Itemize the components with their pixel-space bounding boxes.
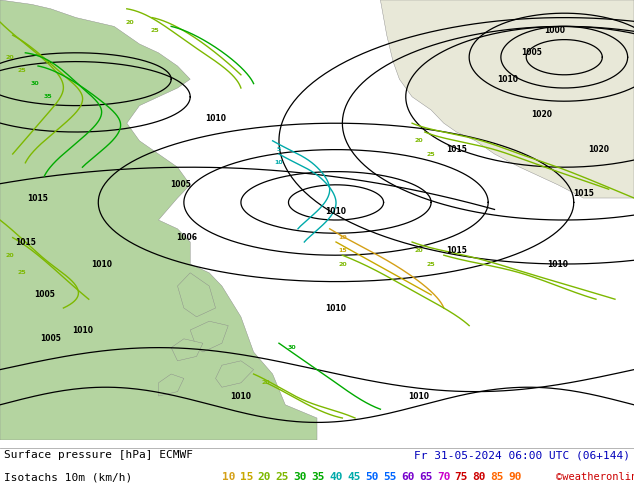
Polygon shape <box>178 273 216 317</box>
Text: 1010: 1010 <box>547 260 569 269</box>
Text: 40: 40 <box>330 472 343 482</box>
Text: 1015: 1015 <box>446 145 467 154</box>
Text: 1010: 1010 <box>496 74 518 84</box>
Text: 75: 75 <box>455 472 468 482</box>
Text: 20: 20 <box>414 248 423 253</box>
Text: 25: 25 <box>18 270 27 275</box>
Text: 25: 25 <box>18 68 27 73</box>
Text: 1006: 1006 <box>176 233 198 242</box>
Text: 1005: 1005 <box>521 49 541 57</box>
Text: 10: 10 <box>222 472 235 482</box>
Text: 1000: 1000 <box>544 26 566 35</box>
Text: Surface pressure [hPa] ECMWF: Surface pressure [hPa] ECMWF <box>4 450 193 460</box>
Text: 1010: 1010 <box>230 392 252 400</box>
Text: 20: 20 <box>5 253 14 258</box>
Text: 15: 15 <box>338 248 347 253</box>
Text: 1015: 1015 <box>28 194 48 202</box>
Text: 1005: 1005 <box>34 290 55 299</box>
Text: 10: 10 <box>338 235 347 240</box>
Text: 35: 35 <box>311 472 325 482</box>
Text: 1015: 1015 <box>446 246 467 255</box>
Text: Fr 31-05-2024 06:00 UTC (06+144): Fr 31-05-2024 06:00 UTC (06+144) <box>414 450 630 460</box>
Text: 30: 30 <box>287 345 296 350</box>
Text: 70: 70 <box>437 472 450 482</box>
Text: 1010: 1010 <box>72 325 93 335</box>
Text: 5: 5 <box>277 147 281 152</box>
Text: ©weatheronline.co.uk: ©weatheronline.co.uk <box>556 472 634 482</box>
Text: 1015: 1015 <box>573 189 593 198</box>
Text: 20: 20 <box>258 472 271 482</box>
Text: 65: 65 <box>419 472 432 482</box>
Text: 35: 35 <box>43 94 52 99</box>
Text: 1010: 1010 <box>91 260 112 269</box>
Polygon shape <box>0 0 317 440</box>
Text: 1010: 1010 <box>325 207 347 216</box>
Text: 90: 90 <box>508 472 522 482</box>
Text: 30: 30 <box>294 472 307 482</box>
Text: 60: 60 <box>401 472 415 482</box>
Text: 1005: 1005 <box>41 334 61 343</box>
Text: 1010: 1010 <box>325 303 347 313</box>
Text: 25: 25 <box>427 262 436 267</box>
Polygon shape <box>190 321 228 352</box>
Text: 25: 25 <box>151 28 160 33</box>
Text: 20: 20 <box>126 20 134 25</box>
Text: 1015: 1015 <box>15 238 36 246</box>
Text: 45: 45 <box>347 472 361 482</box>
Text: 1010: 1010 <box>205 114 226 123</box>
Polygon shape <box>380 0 634 198</box>
Text: 1020: 1020 <box>588 145 610 154</box>
Text: 10: 10 <box>275 160 283 165</box>
Text: 30: 30 <box>30 81 39 86</box>
Text: 20: 20 <box>338 262 347 267</box>
Text: 1010: 1010 <box>408 392 429 400</box>
Text: 15: 15 <box>240 472 254 482</box>
Polygon shape <box>171 339 203 361</box>
Text: 1020: 1020 <box>531 110 553 119</box>
Text: 20: 20 <box>262 380 271 385</box>
Text: 20: 20 <box>5 55 14 60</box>
Text: 20: 20 <box>414 138 423 143</box>
Text: 25: 25 <box>276 472 289 482</box>
Text: 85: 85 <box>491 472 504 482</box>
Text: 1005: 1005 <box>171 180 191 189</box>
Text: Isotachs 10m (km/h): Isotachs 10m (km/h) <box>4 472 133 482</box>
Text: 55: 55 <box>383 472 397 482</box>
Polygon shape <box>158 374 184 396</box>
Polygon shape <box>216 361 254 387</box>
Text: 25: 25 <box>427 151 436 156</box>
Text: 50: 50 <box>365 472 378 482</box>
Text: 80: 80 <box>472 472 486 482</box>
